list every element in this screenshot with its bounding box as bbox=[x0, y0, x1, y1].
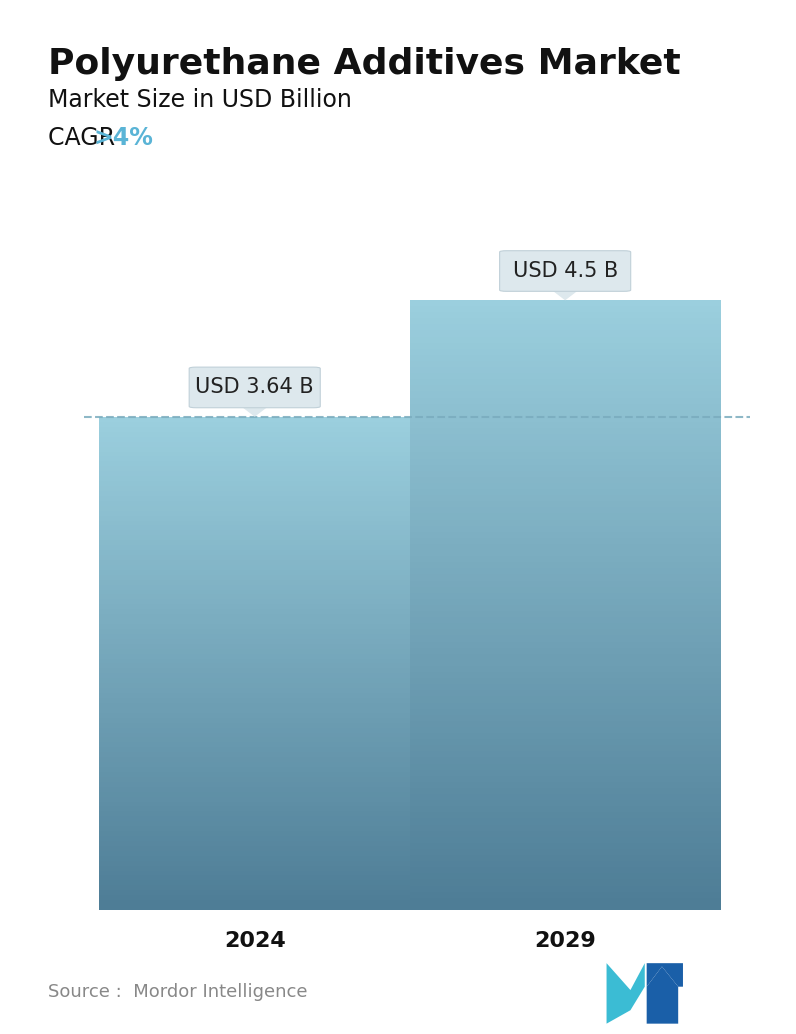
Text: Polyurethane Additives Market: Polyurethane Additives Market bbox=[48, 47, 681, 81]
FancyBboxPatch shape bbox=[500, 250, 630, 292]
Polygon shape bbox=[552, 290, 578, 300]
Polygon shape bbox=[242, 406, 267, 416]
Text: USD 3.64 B: USD 3.64 B bbox=[195, 377, 314, 397]
Text: USD 4.5 B: USD 4.5 B bbox=[513, 261, 618, 281]
Text: Source :  Mordor Intelligence: Source : Mordor Intelligence bbox=[48, 983, 307, 1001]
Polygon shape bbox=[607, 964, 645, 1024]
Text: CAGR: CAGR bbox=[48, 126, 123, 150]
Polygon shape bbox=[646, 967, 678, 1024]
Text: >4%: >4% bbox=[94, 126, 154, 150]
Text: Market Size in USD Billion: Market Size in USD Billion bbox=[48, 88, 352, 112]
Polygon shape bbox=[646, 964, 683, 986]
FancyBboxPatch shape bbox=[189, 367, 320, 407]
